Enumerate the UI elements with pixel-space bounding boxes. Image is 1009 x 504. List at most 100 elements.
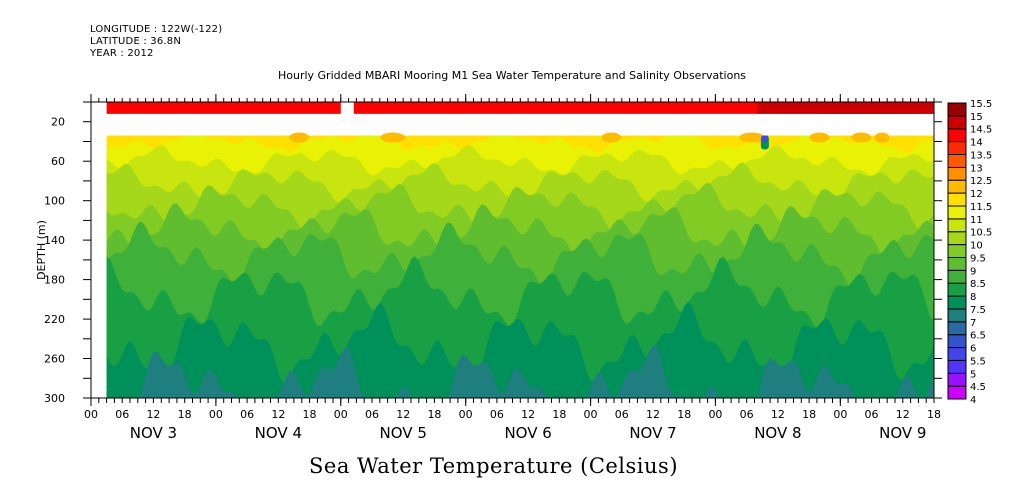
isotherm-band-8: [106, 301, 935, 398]
longitude-label: LONGITUDE : 122W(-122): [90, 24, 223, 35]
colorbar-swatch: [947, 179, 967, 194]
colorbar-swatch: [947, 192, 967, 207]
warm-patch: [601, 132, 622, 143]
x-day-label: NOV 3: [130, 424, 177, 442]
colorbar-label: 8.5: [970, 279, 986, 290]
colorbar-swatch: [947, 269, 967, 284]
x-day-label: NOV 9: [879, 424, 926, 442]
x-tick-label: 06: [365, 408, 379, 421]
x-tick-label: 00: [84, 408, 98, 421]
x-axis-title: Sea Water Temperature (Celsius): [309, 454, 679, 478]
x-day-label: NOV 4: [255, 424, 302, 442]
colorbar: 4 4.5 5 5.56 6.5 7 7.5 8 8.5 9 9.510 10.5 11 11.5 12 12…: [947, 99, 992, 406]
colorbar-swatch: [947, 102, 967, 117]
colorbar-label: 11: [970, 215, 983, 226]
colorbar-swatch: [947, 205, 967, 220]
colorbar-swatch: [947, 244, 967, 259]
colorbar-label: 5.5: [970, 356, 986, 367]
colorbar-swatch: [947, 308, 967, 323]
colorbar-swatch: [947, 295, 967, 310]
colorbar-label: 9.5: [970, 253, 986, 264]
warm-patch: [851, 132, 872, 143]
warm-patch: [739, 132, 765, 143]
warm-patch: [380, 132, 406, 143]
colorbar-label: 12.5: [970, 176, 992, 187]
x-tick-label: 18: [927, 408, 941, 421]
x-tick-label: 12: [271, 408, 285, 421]
colorbar-swatch: [947, 128, 967, 143]
colorbar-swatch: [947, 385, 967, 400]
x-tick-label: 06: [615, 408, 629, 421]
colorbar-label: 15.5: [970, 99, 992, 110]
colorbar-label: 6: [970, 344, 976, 355]
x-tick-label: 06: [740, 408, 754, 421]
x-tick-label: 00: [459, 408, 473, 421]
colorbar-swatch: [947, 347, 967, 361]
colorbar-label: 13.5: [970, 151, 992, 162]
colorbar-swatch: [947, 321, 967, 336]
y-tick-label: 180: [44, 274, 65, 287]
colorbar-label: 10: [970, 241, 983, 252]
colorbar-label: 4: [970, 395, 976, 406]
y-tick-label: 60: [51, 155, 65, 168]
axes: 00 06 12 18 00 06 12 18 00 06 12 18 00 06 12 18 00 06 12 18…: [44, 94, 942, 442]
colorbar-label: 11.5: [970, 202, 992, 213]
surface-warmest: [819, 102, 914, 114]
surface-layer-segment: [353, 102, 934, 114]
year-label: YEAR : 2012: [90, 48, 154, 59]
x-tick-label: 06: [865, 408, 879, 421]
colorbar-swatch: [947, 359, 967, 374]
colorbar-label: 7.5: [970, 305, 986, 316]
x-tick-label: 12: [521, 408, 535, 421]
x-day-label: NOV 6: [504, 424, 551, 442]
x-tick-label: 00: [584, 408, 598, 421]
colorbar-swatch: [947, 282, 967, 297]
contour-fields: [106, 102, 935, 398]
x-tick-label: 18: [178, 408, 192, 421]
x-tick-label: 12: [896, 408, 910, 421]
x-tick-label: 18: [427, 408, 441, 421]
x-tick-label: 00: [334, 408, 348, 421]
colorbar-label: 15: [970, 112, 983, 123]
x-tick-label: 06: [240, 408, 254, 421]
colorbar-swatch: [947, 115, 967, 130]
x-day-label: NOV 7: [629, 424, 676, 442]
x-tick-label: 12: [771, 408, 785, 421]
y-tick-label: 220: [44, 313, 65, 326]
colorbar-label: 7: [970, 318, 976, 329]
x-day-label: NOV 8: [754, 424, 801, 442]
surface-layer-segment: [106, 102, 341, 114]
x-tick-label: 00: [209, 408, 223, 421]
x-tick-label: 12: [146, 408, 160, 421]
x-day-label: NOV 5: [380, 424, 427, 442]
colorbar-label: 14.5: [970, 125, 992, 136]
x-tick-label: 00: [708, 408, 722, 421]
isotherm-band-7.5: [106, 345, 935, 398]
latitude-label: LATITUDE : 36.8N: [90, 36, 182, 47]
colorbar-swatch: [947, 166, 967, 181]
colorbar-swatch: [947, 141, 967, 156]
x-tick-label: 18: [552, 408, 566, 421]
colorbar-swatch: [947, 372, 967, 387]
colorbar-label: 8: [970, 292, 976, 303]
colorbar-label: 13: [970, 163, 983, 174]
anomaly-core: [761, 135, 768, 142]
y-tick-label: 20: [51, 116, 65, 129]
x-tick-label: 00: [833, 408, 847, 421]
colorbar-swatch: [947, 218, 967, 233]
x-tick-label: 12: [646, 408, 660, 421]
x-tick-label: 18: [677, 408, 691, 421]
colorbar-label: 4.5: [970, 382, 986, 393]
x-tick-label: 06: [490, 408, 504, 421]
warm-patch: [289, 132, 310, 143]
colorbar-swatch: [947, 256, 967, 271]
warm-patch: [874, 132, 890, 143]
x-tick-label: 12: [396, 408, 410, 421]
colorbar-label: 5: [970, 369, 976, 380]
y-axis-title: DEPTH (m): [35, 220, 48, 280]
colorbar-label: 10.5: [970, 228, 992, 239]
colorbar-label: 12: [970, 189, 983, 200]
colorbar-swatch: [947, 154, 967, 168]
warm-patch: [809, 132, 830, 143]
